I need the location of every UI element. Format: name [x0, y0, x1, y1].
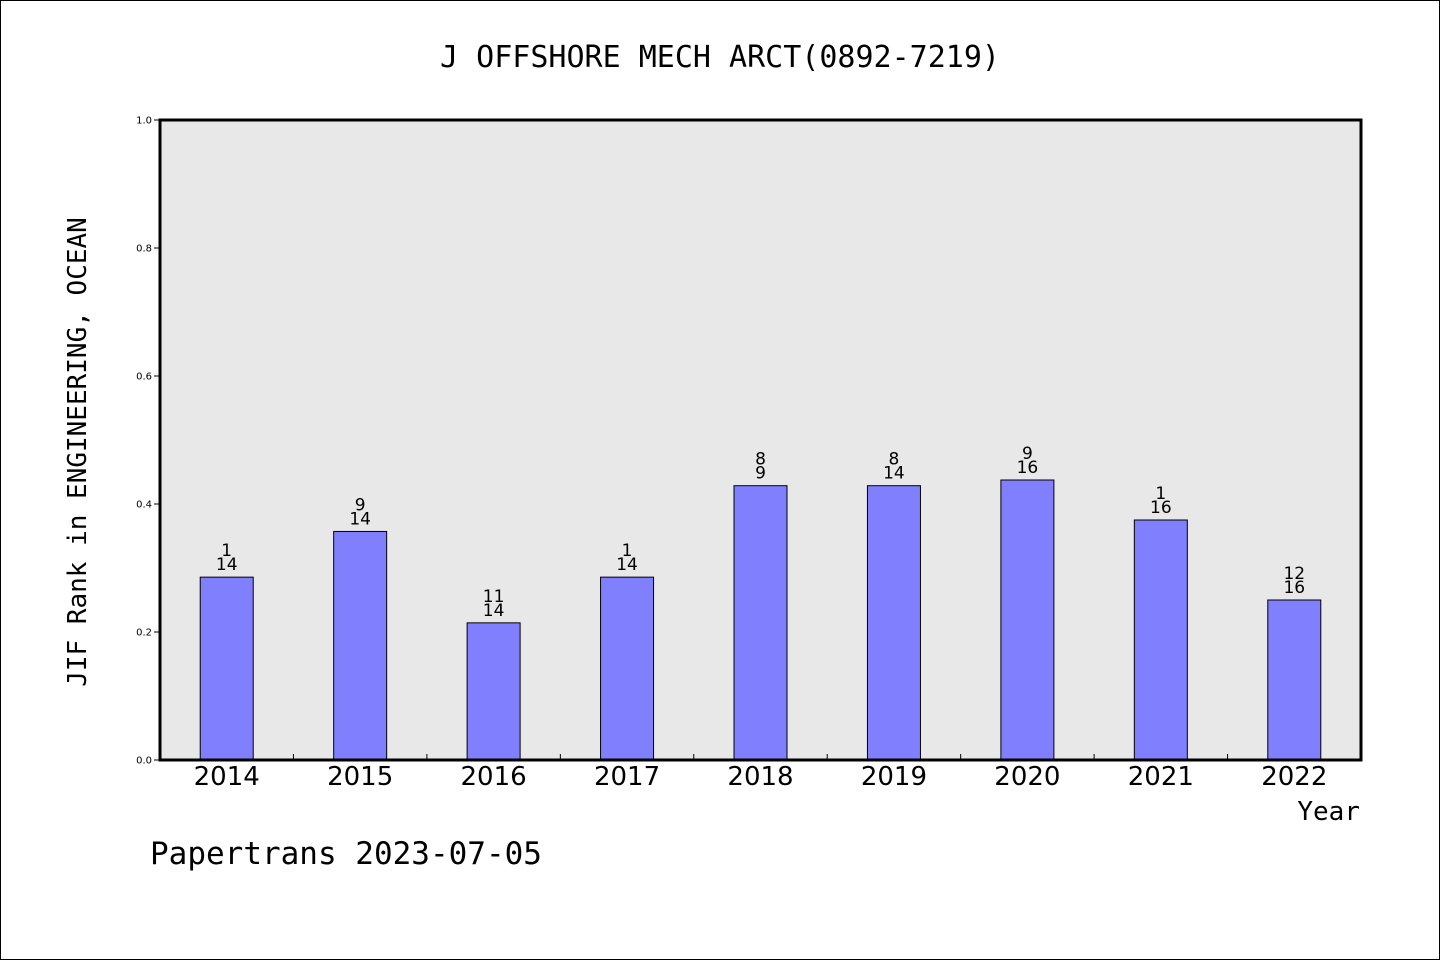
x-tick-label: 2020 [994, 762, 1060, 792]
y-tick-label: 0.2 [136, 628, 152, 639]
bar-label-top: 1 [1155, 484, 1166, 504]
bar-label-bottom: 14 [883, 464, 905, 484]
plot-border [158, 118, 1363, 762]
bar-2019 [866, 485, 921, 761]
bar-2018 [733, 485, 788, 761]
bar-label-top: 1 [622, 541, 633, 561]
x-tick-label: 2015 [327, 762, 393, 792]
x-tick-label: 2014 [194, 762, 260, 792]
bar-label-top: 11 [483, 587, 505, 607]
bar-2015 [333, 530, 388, 761]
y-axis-ticks: 0.0 0.2 0.4 0.6 0.8 1.0 [136, 116, 160, 767]
bar-label-bottom: 16 [1150, 498, 1172, 518]
bar-label-top: 8 [755, 450, 766, 470]
x-tick-label: 2021 [1128, 762, 1194, 792]
bar-2014 [199, 576, 254, 761]
bar-2022 [1267, 599, 1322, 761]
y-axis-label: JIF Rank in ENGINEERING, OCEAN [63, 217, 93, 687]
x-axis-labels: 2014 2015 2016 2017 2018 2019 2020 2021 2022 [194, 762, 1328, 792]
y-tick-label: 0.4 [136, 500, 152, 511]
bar-label-bottom: 14 [349, 509, 371, 529]
x-tick-label: 2019 [861, 762, 927, 792]
x-tick-label: 2018 [727, 762, 793, 792]
y-tick-label: 0.0 [136, 756, 152, 767]
y-tick-label: 0.6 [136, 372, 152, 383]
bar-label-top: 9 [1022, 444, 1033, 464]
bar-2021 [1133, 519, 1188, 761]
chart-title: J OFFSHORE MECH ARCT(0892-7219) [440, 40, 1000, 75]
bar-2017 [600, 576, 655, 761]
bars [199, 479, 1322, 761]
bar-label-top: 1 [221, 541, 232, 561]
bar-2016 [466, 622, 521, 761]
y-tick-label: 0.8 [136, 244, 152, 255]
bar-label-bottom: 16 [1283, 578, 1305, 598]
footer-credit: Papertrans 2023-07-05 [150, 836, 542, 872]
x-tick-label: 2017 [594, 762, 660, 792]
bar-label-bottom: 14 [616, 555, 638, 575]
bar-label-bottom: 14 [483, 601, 505, 621]
x-axis-label: Year [1297, 797, 1360, 827]
x-tick-label: 2022 [1261, 762, 1327, 792]
x-tick-label: 2016 [461, 762, 527, 792]
bar-label-top: 8 [889, 450, 900, 470]
bar-label-bottom: 16 [1017, 458, 1039, 478]
bar-label-top: 9 [355, 495, 366, 515]
bar-2020 [1000, 479, 1055, 761]
y-tick-label: 1.0 [136, 116, 152, 127]
bar-label-bottom: 14 [216, 555, 238, 575]
bar-label-bottom: 9 [755, 464, 766, 484]
bar-label-top: 12 [1283, 564, 1305, 584]
